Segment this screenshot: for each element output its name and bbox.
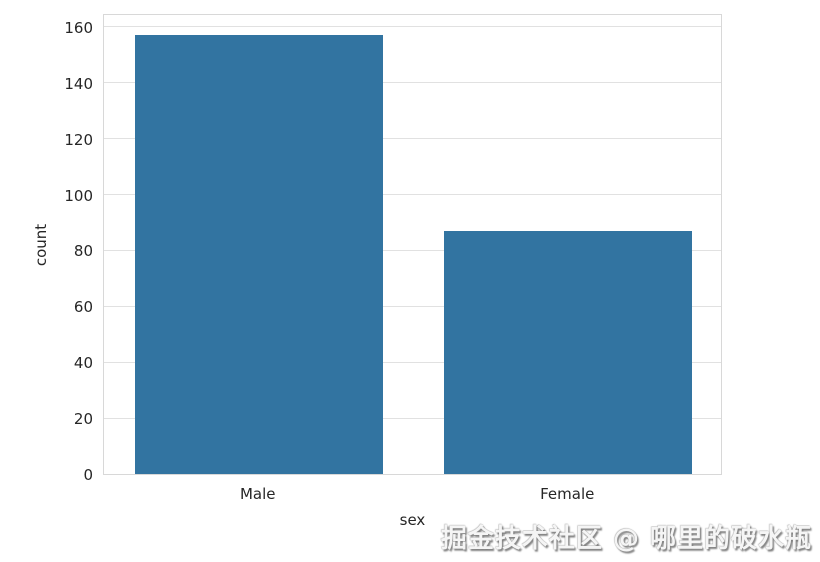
- y-tick-label-120: 120: [64, 130, 93, 149]
- y-tick-label-20: 20: [73, 410, 93, 429]
- y-tick-label-100: 100: [64, 186, 93, 205]
- gridline-y-160: [104, 26, 721, 28]
- watermark-text: 掘金技术社区 @ 哪里的破水瓶: [440, 524, 812, 554]
- y-tick-label-60: 60: [73, 298, 93, 317]
- bar-male: [134, 35, 383, 474]
- y-tick-label-40: 40: [73, 354, 93, 373]
- gridline-y-20: [104, 417, 721, 419]
- y-tick-label-0: 0: [83, 466, 93, 484]
- x-axis-label: sex: [399, 511, 426, 529]
- x-tick-label-female: Female: [540, 485, 595, 503]
- plot-area: [103, 14, 722, 475]
- gridline-y-80: [104, 250, 721, 251]
- gridline-y-120: [104, 138, 721, 140]
- bar-female: [444, 230, 693, 474]
- y-tick-label-80: 80: [73, 242, 93, 261]
- x-tick-label-male: Male: [239, 485, 276, 503]
- y-tick-label-160: 160: [64, 18, 93, 37]
- gridline-y-140: [104, 82, 721, 84]
- y-tick-label-140: 140: [64, 74, 93, 93]
- gridline-y-60: [104, 305, 721, 307]
- gridline-y-100: [104, 194, 721, 196]
- gridline-y-40: [104, 361, 721, 363]
